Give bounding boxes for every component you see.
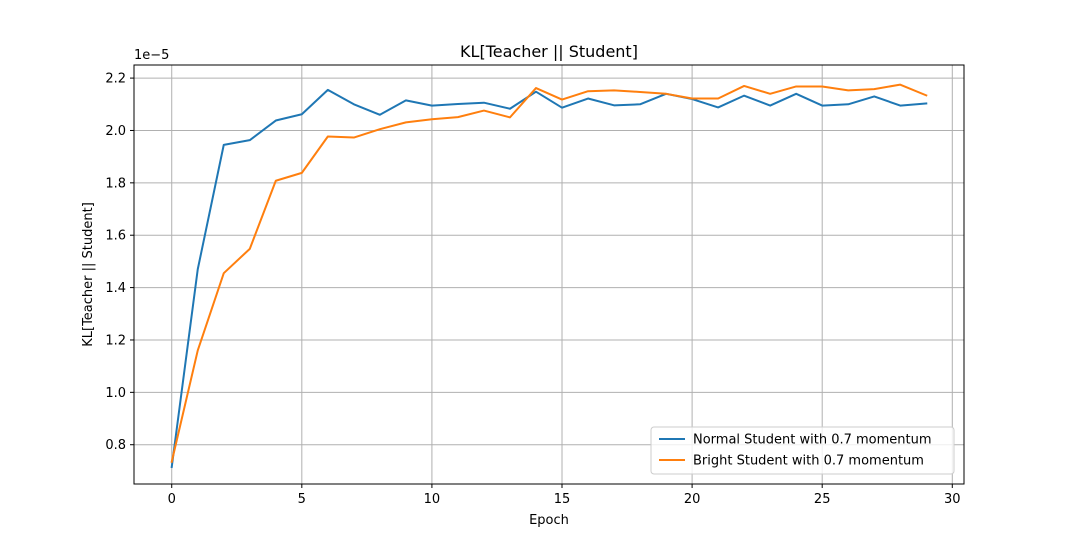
chart-title: KL[Teacher || Student] — [460, 42, 638, 61]
y-tick-label: 1.6 — [105, 229, 126, 244]
y-tick-label: 1.2 — [105, 333, 126, 348]
x-tick-label: 30 — [944, 492, 961, 507]
x-tick-label: 25 — [814, 492, 831, 507]
legend: Normal Student with 0.7 momentum Bright … — [650, 426, 955, 475]
y-axis-offset-label: 1e−5 — [134, 48, 169, 63]
x-tick-label: 20 — [684, 492, 701, 507]
axis-ticks: 0 5 10 15 20 25 30 0.8 1.0 1.2 1.4 1.6 1.8 2.0 2.2 — [105, 72, 960, 507]
grid — [134, 65, 964, 484]
series-line-bright-student — [170, 83, 928, 463]
legend-box — [650, 426, 955, 475]
legend-label-normal-student: Normal Student with 0.7 momentum — [693, 433, 932, 448]
series-lines — [170, 83, 928, 469]
plot-frame — [133, 64, 965, 485]
x-tick-label: 0 — [168, 492, 176, 507]
x-axis-label: Epoch — [529, 513, 569, 528]
legend-label-bright-student: Bright Student with 0.7 momentum — [693, 454, 924, 469]
x-tick-label: 15 — [554, 492, 571, 507]
y-axis-label: KL[Teacher || Student] — [81, 202, 96, 347]
y-tick-label: 2.2 — [105, 72, 126, 87]
y-tick-label: 2.0 — [105, 124, 126, 139]
y-tick-label: 1.8 — [105, 176, 126, 191]
y-tick-label: 1.4 — [105, 281, 126, 296]
x-tick-label: 5 — [298, 492, 306, 507]
y-tick-label: 1.0 — [105, 386, 126, 401]
y-tick-label: 0.8 — [105, 438, 126, 453]
series-line-normal-student — [170, 88, 928, 469]
x-tick-label: 10 — [424, 492, 441, 507]
